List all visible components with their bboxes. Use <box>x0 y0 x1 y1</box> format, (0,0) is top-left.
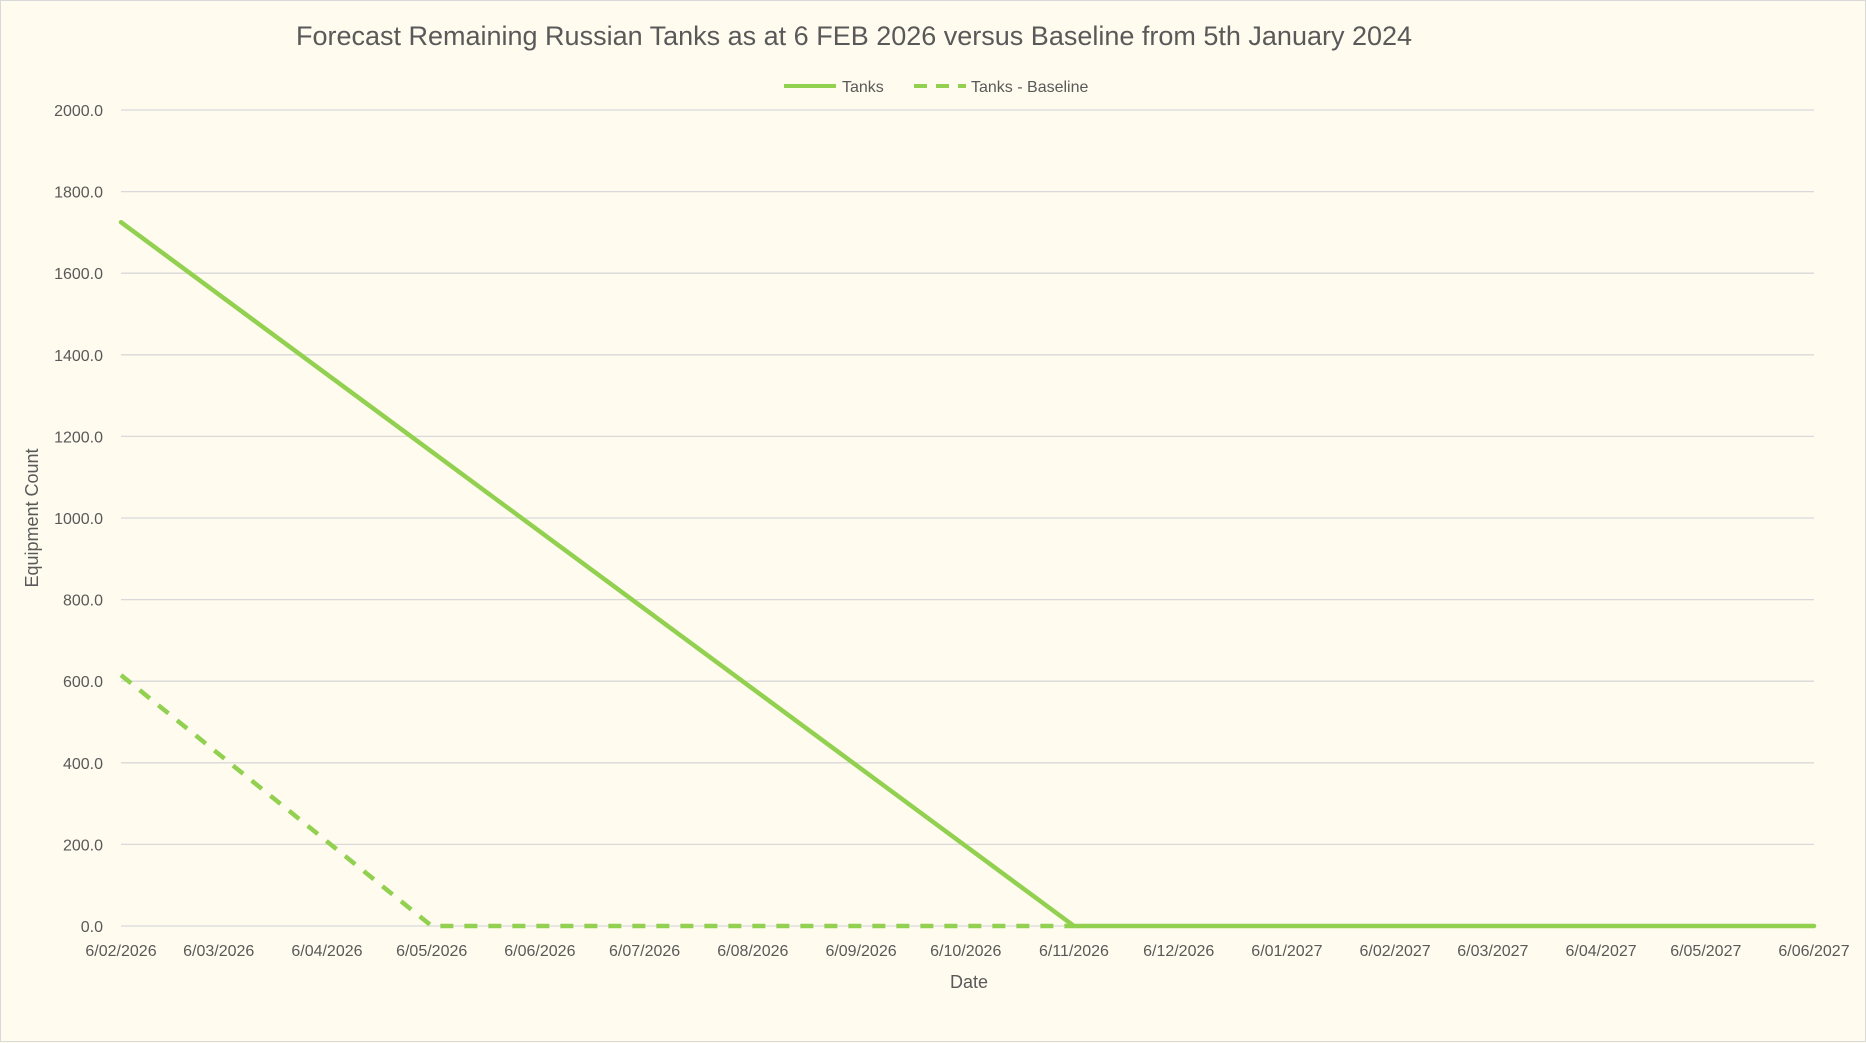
x-tick-label: 6/09/2026 <box>825 943 896 960</box>
x-tick-label: 6/11/2026 <box>1039 943 1109 960</box>
gridlines <box>121 109 1814 927</box>
x-tick-label: 6/04/2027 <box>1565 943 1636 960</box>
series-line-tanks <box>118 219 1817 929</box>
y-axis-title: Equipment Count <box>22 448 42 587</box>
y-axis-tick-labels: 0.0 200.0 400.0 600.0 800.0 1000.0 1200.0 1400.… <box>54 103 103 936</box>
y-tick-label: 1400.0 <box>54 348 103 365</box>
legend-label-tanks-baseline: Tanks - Baseline <box>971 79 1088 96</box>
x-tick-label: 6/02/2027 <box>1360 943 1431 960</box>
x-axis-tick-labels: 6/02/2026 6/03/2026 6/04/2026 6/05/2026 6/06… <box>85 943 1849 960</box>
x-tick-label: 6/05/2027 <box>1670 943 1741 960</box>
y-tick-label: 1000.0 <box>54 511 103 528</box>
y-tick-label: 1600.0 <box>54 266 103 283</box>
x-axis-title: Date <box>950 972 988 992</box>
x-tick-label: 6/06/2027 <box>1778 943 1849 960</box>
y-tick-label: 0.0 <box>81 919 103 936</box>
x-tick-label: 6/04/2026 <box>291 943 362 960</box>
legend: Tanks Tanks - Baseline <box>784 79 1088 96</box>
x-tick-label: 6/10/2026 <box>930 943 1001 960</box>
y-tick-label: 2000.0 <box>54 103 103 120</box>
x-tick-label: 6/05/2026 <box>396 943 467 960</box>
series-line-tanks-baseline <box>119 673 1074 929</box>
y-tick-label: 200.0 <box>63 837 103 854</box>
x-tick-label: 6/07/2026 <box>609 943 680 960</box>
series-layer <box>118 219 1817 929</box>
legend-label-tanks: Tanks <box>842 79 884 96</box>
x-tick-label: 6/01/2027 <box>1251 943 1322 960</box>
y-tick-label: 1800.0 <box>54 185 103 202</box>
x-tick-label: 6/08/2026 <box>717 943 788 960</box>
y-tick-label: 400.0 <box>63 756 103 773</box>
chart-title: Forecast Remaining Russian Tanks as at 6… <box>296 21 1412 51</box>
y-tick-label: 600.0 <box>63 674 103 691</box>
y-tick-label: 1200.0 <box>54 429 103 446</box>
y-tick-label: 800.0 <box>63 593 103 610</box>
x-tick-label: 6/12/2026 <box>1143 943 1214 960</box>
x-tick-label: 6/02/2026 <box>85 943 156 960</box>
x-tick-label: 6/03/2026 <box>183 943 254 960</box>
x-tick-label: 6/06/2026 <box>504 943 575 960</box>
x-tick-label: 6/03/2027 <box>1457 943 1528 960</box>
